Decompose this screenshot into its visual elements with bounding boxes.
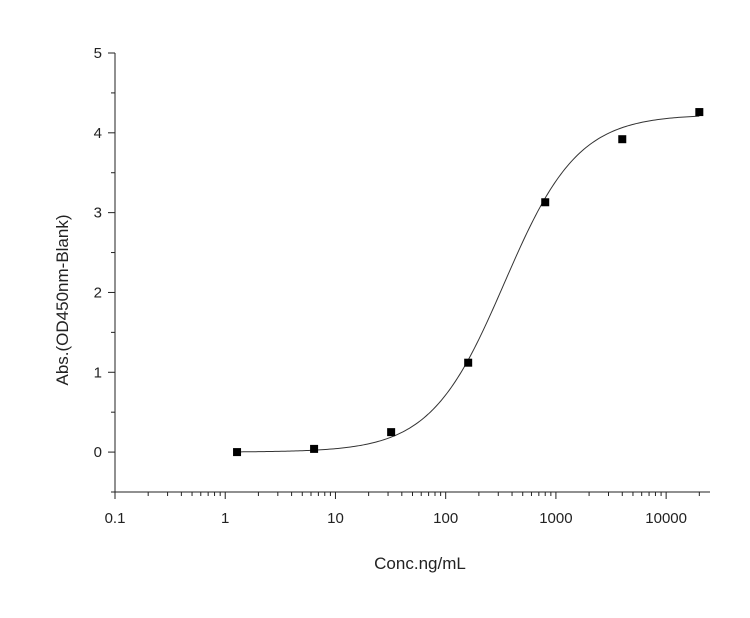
y-tick-label: 5 — [94, 45, 102, 62]
data-point — [310, 444, 319, 453]
data-point — [464, 358, 473, 367]
y-tick-label: 4 — [94, 125, 102, 142]
y-tick-label: 1 — [94, 364, 102, 381]
x-axis-label: Conc.ng/mL — [374, 554, 466, 573]
fit-curve — [237, 115, 700, 453]
y-tick-label: 3 — [94, 205, 102, 222]
y-tick-label: 0 — [94, 444, 102, 461]
data-point — [387, 428, 396, 437]
x-tick-label: 1 — [221, 510, 229, 527]
data-point — [618, 135, 627, 144]
ticks: 0.1 1 10 100 1000 10000 0 1 2 3 4 5 — [94, 45, 700, 527]
y-axis-label: Abs.(OD450nm-Blank) — [53, 214, 72, 385]
data-point — [233, 448, 242, 457]
x-tick-label: 10 — [327, 510, 344, 527]
y-tick-label: 2 — [94, 284, 102, 301]
x-tick-label: 0.1 — [105, 510, 126, 527]
data-point — [695, 108, 704, 117]
data-points — [233, 108, 704, 457]
x-tick-label: 100 — [433, 510, 458, 527]
fit-curve-group — [237, 115, 700, 453]
x-tick-label: 10000 — [645, 510, 687, 527]
x-tick-label: 1000 — [539, 510, 572, 527]
data-point — [541, 198, 550, 207]
